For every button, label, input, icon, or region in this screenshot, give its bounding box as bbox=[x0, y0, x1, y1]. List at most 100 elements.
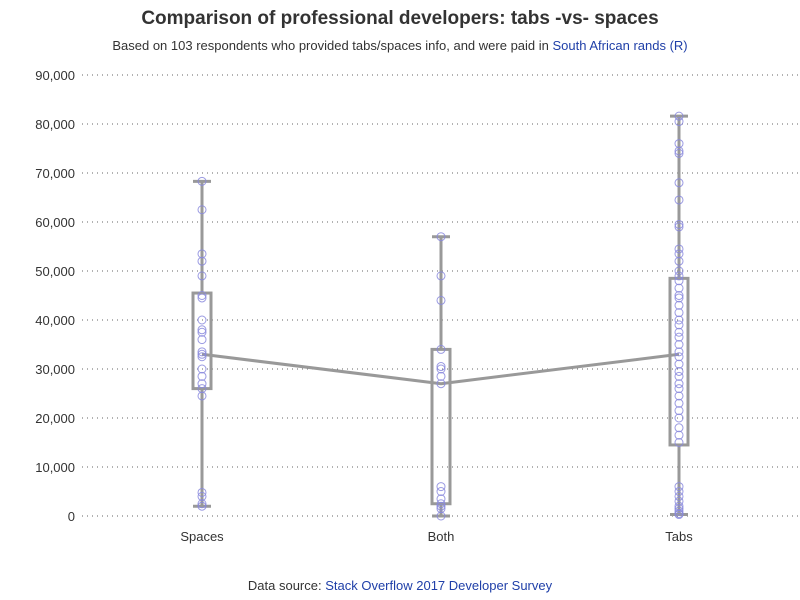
data-point bbox=[674, 509, 684, 519]
y-tick-label: 70,000 bbox=[35, 166, 75, 181]
data-point bbox=[674, 391, 684, 401]
y-tick-label: 90,000 bbox=[35, 68, 75, 83]
data-point bbox=[197, 371, 207, 381]
data-point bbox=[197, 325, 207, 335]
source-link[interactable]: Stack Overflow 2017 Developer Survey bbox=[325, 578, 553, 593]
data-point bbox=[674, 195, 684, 205]
data-point bbox=[197, 205, 207, 215]
y-tick-label: 20,000 bbox=[35, 411, 75, 426]
box-spaces bbox=[191, 179, 213, 508]
y-tick-label: 60,000 bbox=[35, 215, 75, 230]
data-point bbox=[674, 256, 684, 266]
data-point bbox=[674, 315, 684, 325]
data-point bbox=[674, 438, 684, 447]
data-point bbox=[197, 293, 207, 303]
footnote: Data source: Stack Overflow 2017 Develop… bbox=[0, 578, 800, 593]
data-point bbox=[674, 384, 684, 394]
data-point bbox=[674, 271, 684, 281]
data-point bbox=[197, 327, 207, 337]
y-tick-label: 0 bbox=[68, 509, 75, 524]
data-point bbox=[197, 271, 207, 281]
data-point bbox=[197, 487, 207, 497]
data-point bbox=[436, 487, 446, 496]
data-point bbox=[436, 499, 446, 509]
data-point bbox=[436, 232, 446, 242]
data-point bbox=[197, 315, 207, 325]
y-tick-label: 80,000 bbox=[35, 117, 75, 132]
data-point bbox=[674, 487, 684, 496]
data-point bbox=[674, 366, 684, 376]
data-point bbox=[674, 320, 684, 330]
data-point bbox=[674, 148, 684, 158]
data-point bbox=[674, 219, 684, 229]
data-point bbox=[436, 295, 446, 305]
data-point bbox=[436, 504, 446, 514]
data-point bbox=[674, 430, 684, 440]
y-axis-tick-labels: 0 10,000 20,000 30,000 40,000 50,000 60,000 70,… bbox=[35, 68, 75, 524]
data-point bbox=[674, 423, 684, 433]
y-tick-label: 50,000 bbox=[35, 264, 75, 279]
data-point bbox=[674, 413, 684, 423]
data-point bbox=[436, 379, 446, 389]
data-point bbox=[674, 291, 684, 300]
data-point bbox=[197, 491, 207, 501]
y-tick-label: 10,000 bbox=[35, 460, 75, 475]
data-point bbox=[674, 139, 684, 149]
data-point bbox=[197, 501, 207, 511]
data-point bbox=[674, 347, 684, 357]
data-point bbox=[674, 406, 684, 416]
data-point bbox=[674, 379, 684, 389]
data-point bbox=[197, 499, 207, 509]
data-point bbox=[674, 332, 684, 342]
data-point bbox=[197, 379, 207, 389]
subtitle-text: Based on 103 respondents who provided ta… bbox=[112, 38, 553, 53]
data-point bbox=[197, 176, 207, 186]
footnote-text: Data source: bbox=[247, 578, 326, 593]
x-tick-label: Both bbox=[428, 529, 455, 544]
data-point bbox=[674, 308, 684, 318]
data-point bbox=[436, 371, 446, 381]
data-point bbox=[197, 352, 207, 362]
x-tick-label: Spaces bbox=[180, 529, 224, 544]
data-point bbox=[674, 482, 684, 492]
iqr-box bbox=[191, 291, 213, 391]
data-point bbox=[674, 276, 684, 286]
data-point bbox=[436, 362, 446, 372]
data-point bbox=[674, 327, 684, 337]
data-point bbox=[674, 506, 684, 516]
data-point bbox=[674, 111, 684, 121]
data-point bbox=[674, 371, 684, 381]
data-point bbox=[674, 504, 684, 514]
chart-title: Comparison of professional developers: t… bbox=[141, 8, 659, 29]
data-point bbox=[436, 494, 446, 504]
data-point bbox=[674, 491, 684, 501]
x-axis-tick-labels: Spaces Both Tabs bbox=[180, 529, 693, 544]
iqr-box bbox=[430, 347, 452, 506]
data-point bbox=[197, 335, 207, 345]
data-point bbox=[674, 222, 684, 232]
data-point bbox=[436, 511, 446, 521]
data-point bbox=[674, 398, 684, 408]
data-point bbox=[674, 300, 684, 310]
data-point bbox=[436, 344, 446, 354]
data-point bbox=[436, 364, 446, 374]
data-point bbox=[197, 249, 207, 259]
currency-link[interactable]: South African rands (R) bbox=[552, 38, 688, 53]
data-point bbox=[674, 146, 684, 156]
data-points bbox=[197, 111, 684, 521]
data-point bbox=[197, 364, 207, 374]
data-point bbox=[436, 501, 446, 511]
data-point bbox=[674, 293, 684, 303]
data-point bbox=[674, 340, 684, 349]
data-point bbox=[674, 178, 684, 188]
x-tick-label: Tabs bbox=[665, 529, 693, 544]
data-point bbox=[436, 271, 446, 281]
boxes bbox=[191, 114, 690, 518]
data-point bbox=[674, 501, 684, 511]
y-tick-label: 30,000 bbox=[35, 362, 75, 377]
data-point bbox=[674, 496, 684, 506]
data-point bbox=[674, 283, 684, 293]
data-point bbox=[197, 349, 207, 359]
median-connector bbox=[201, 352, 680, 386]
